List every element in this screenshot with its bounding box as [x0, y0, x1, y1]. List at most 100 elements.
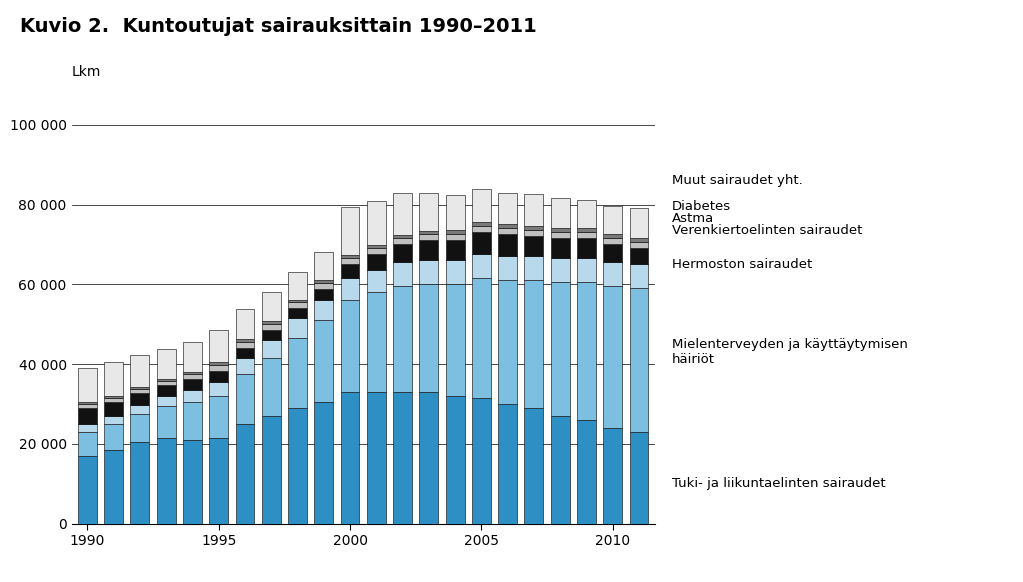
Bar: [498, 193, 517, 225]
Bar: [629, 432, 649, 524]
Bar: [157, 406, 176, 438]
Bar: [131, 389, 149, 393]
Bar: [104, 402, 123, 416]
Bar: [498, 229, 517, 235]
Bar: [419, 260, 438, 285]
Bar: [498, 235, 517, 257]
Bar: [104, 362, 123, 396]
Bar: [235, 339, 255, 342]
Bar: [288, 300, 307, 302]
Bar: [577, 228, 595, 232]
Bar: [393, 262, 412, 286]
Bar: [262, 321, 280, 324]
Bar: [131, 442, 149, 524]
Bar: [472, 398, 491, 524]
Bar: [393, 392, 412, 524]
Bar: [183, 379, 202, 390]
Bar: [262, 340, 280, 358]
Bar: [235, 374, 255, 424]
Bar: [131, 387, 149, 389]
Bar: [629, 288, 649, 432]
Bar: [604, 262, 622, 286]
Bar: [419, 193, 438, 231]
Bar: [550, 258, 570, 282]
Bar: [262, 292, 280, 321]
Bar: [629, 249, 649, 264]
Bar: [577, 282, 595, 420]
Bar: [577, 258, 595, 282]
Bar: [314, 402, 333, 524]
Text: Hermoston sairaudet: Hermoston sairaudet: [672, 258, 812, 271]
Bar: [446, 396, 464, 524]
Bar: [629, 264, 649, 288]
Bar: [183, 372, 202, 374]
Bar: [472, 189, 491, 222]
Bar: [393, 193, 412, 235]
Bar: [525, 194, 543, 226]
Bar: [210, 371, 228, 382]
Bar: [235, 310, 255, 339]
Bar: [446, 240, 464, 260]
Bar: [183, 342, 202, 372]
Bar: [104, 450, 123, 524]
Bar: [183, 440, 202, 524]
Bar: [78, 456, 97, 524]
Bar: [314, 281, 333, 283]
Bar: [78, 408, 97, 424]
Bar: [629, 237, 649, 243]
Bar: [314, 289, 333, 300]
Bar: [157, 396, 176, 406]
Bar: [131, 393, 149, 405]
Bar: [498, 404, 517, 524]
Bar: [104, 416, 123, 424]
Bar: [446, 260, 464, 285]
Bar: [314, 253, 333, 281]
Bar: [131, 356, 149, 387]
Bar: [525, 257, 543, 281]
Bar: [341, 300, 359, 392]
Bar: [235, 424, 255, 524]
Bar: [629, 208, 649, 237]
Bar: [604, 286, 622, 428]
Bar: [104, 398, 123, 402]
Bar: [288, 272, 307, 300]
Text: Lkm: Lkm: [72, 65, 101, 79]
Bar: [525, 230, 543, 236]
Bar: [235, 342, 255, 348]
Bar: [472, 254, 491, 278]
Bar: [262, 416, 280, 524]
Bar: [604, 205, 622, 233]
Bar: [262, 358, 280, 416]
Bar: [314, 300, 333, 320]
Bar: [367, 292, 386, 392]
Bar: [210, 438, 228, 524]
Bar: [235, 348, 255, 358]
Bar: [550, 198, 570, 228]
Bar: [550, 232, 570, 239]
Bar: [629, 243, 649, 249]
Bar: [183, 374, 202, 379]
Bar: [288, 308, 307, 318]
Bar: [157, 385, 176, 396]
Bar: [314, 320, 333, 402]
Bar: [341, 258, 359, 264]
Bar: [157, 438, 176, 524]
Text: Kuvio 2.  Kuntoutujat sairauksittain 1990–2011: Kuvio 2. Kuntoutujat sairauksittain 1990…: [20, 17, 537, 37]
Bar: [288, 318, 307, 338]
Bar: [498, 281, 517, 404]
Bar: [472, 226, 491, 232]
Bar: [550, 239, 570, 258]
Bar: [341, 278, 359, 300]
Text: Diabetes: Diabetes: [672, 200, 731, 213]
Bar: [419, 235, 438, 240]
Bar: [419, 240, 438, 260]
Text: Mielenterveyden ja käyttäytymisen
häiriöt: Mielenterveyden ja käyttäytymisen häiriö…: [672, 338, 908, 366]
Bar: [367, 254, 386, 271]
Bar: [288, 338, 307, 408]
Bar: [210, 382, 228, 396]
Bar: [262, 330, 280, 340]
Bar: [419, 392, 438, 524]
Bar: [288, 302, 307, 308]
Text: Muut sairaudet yht.: Muut sairaudet yht.: [672, 174, 803, 187]
Bar: [525, 281, 543, 408]
